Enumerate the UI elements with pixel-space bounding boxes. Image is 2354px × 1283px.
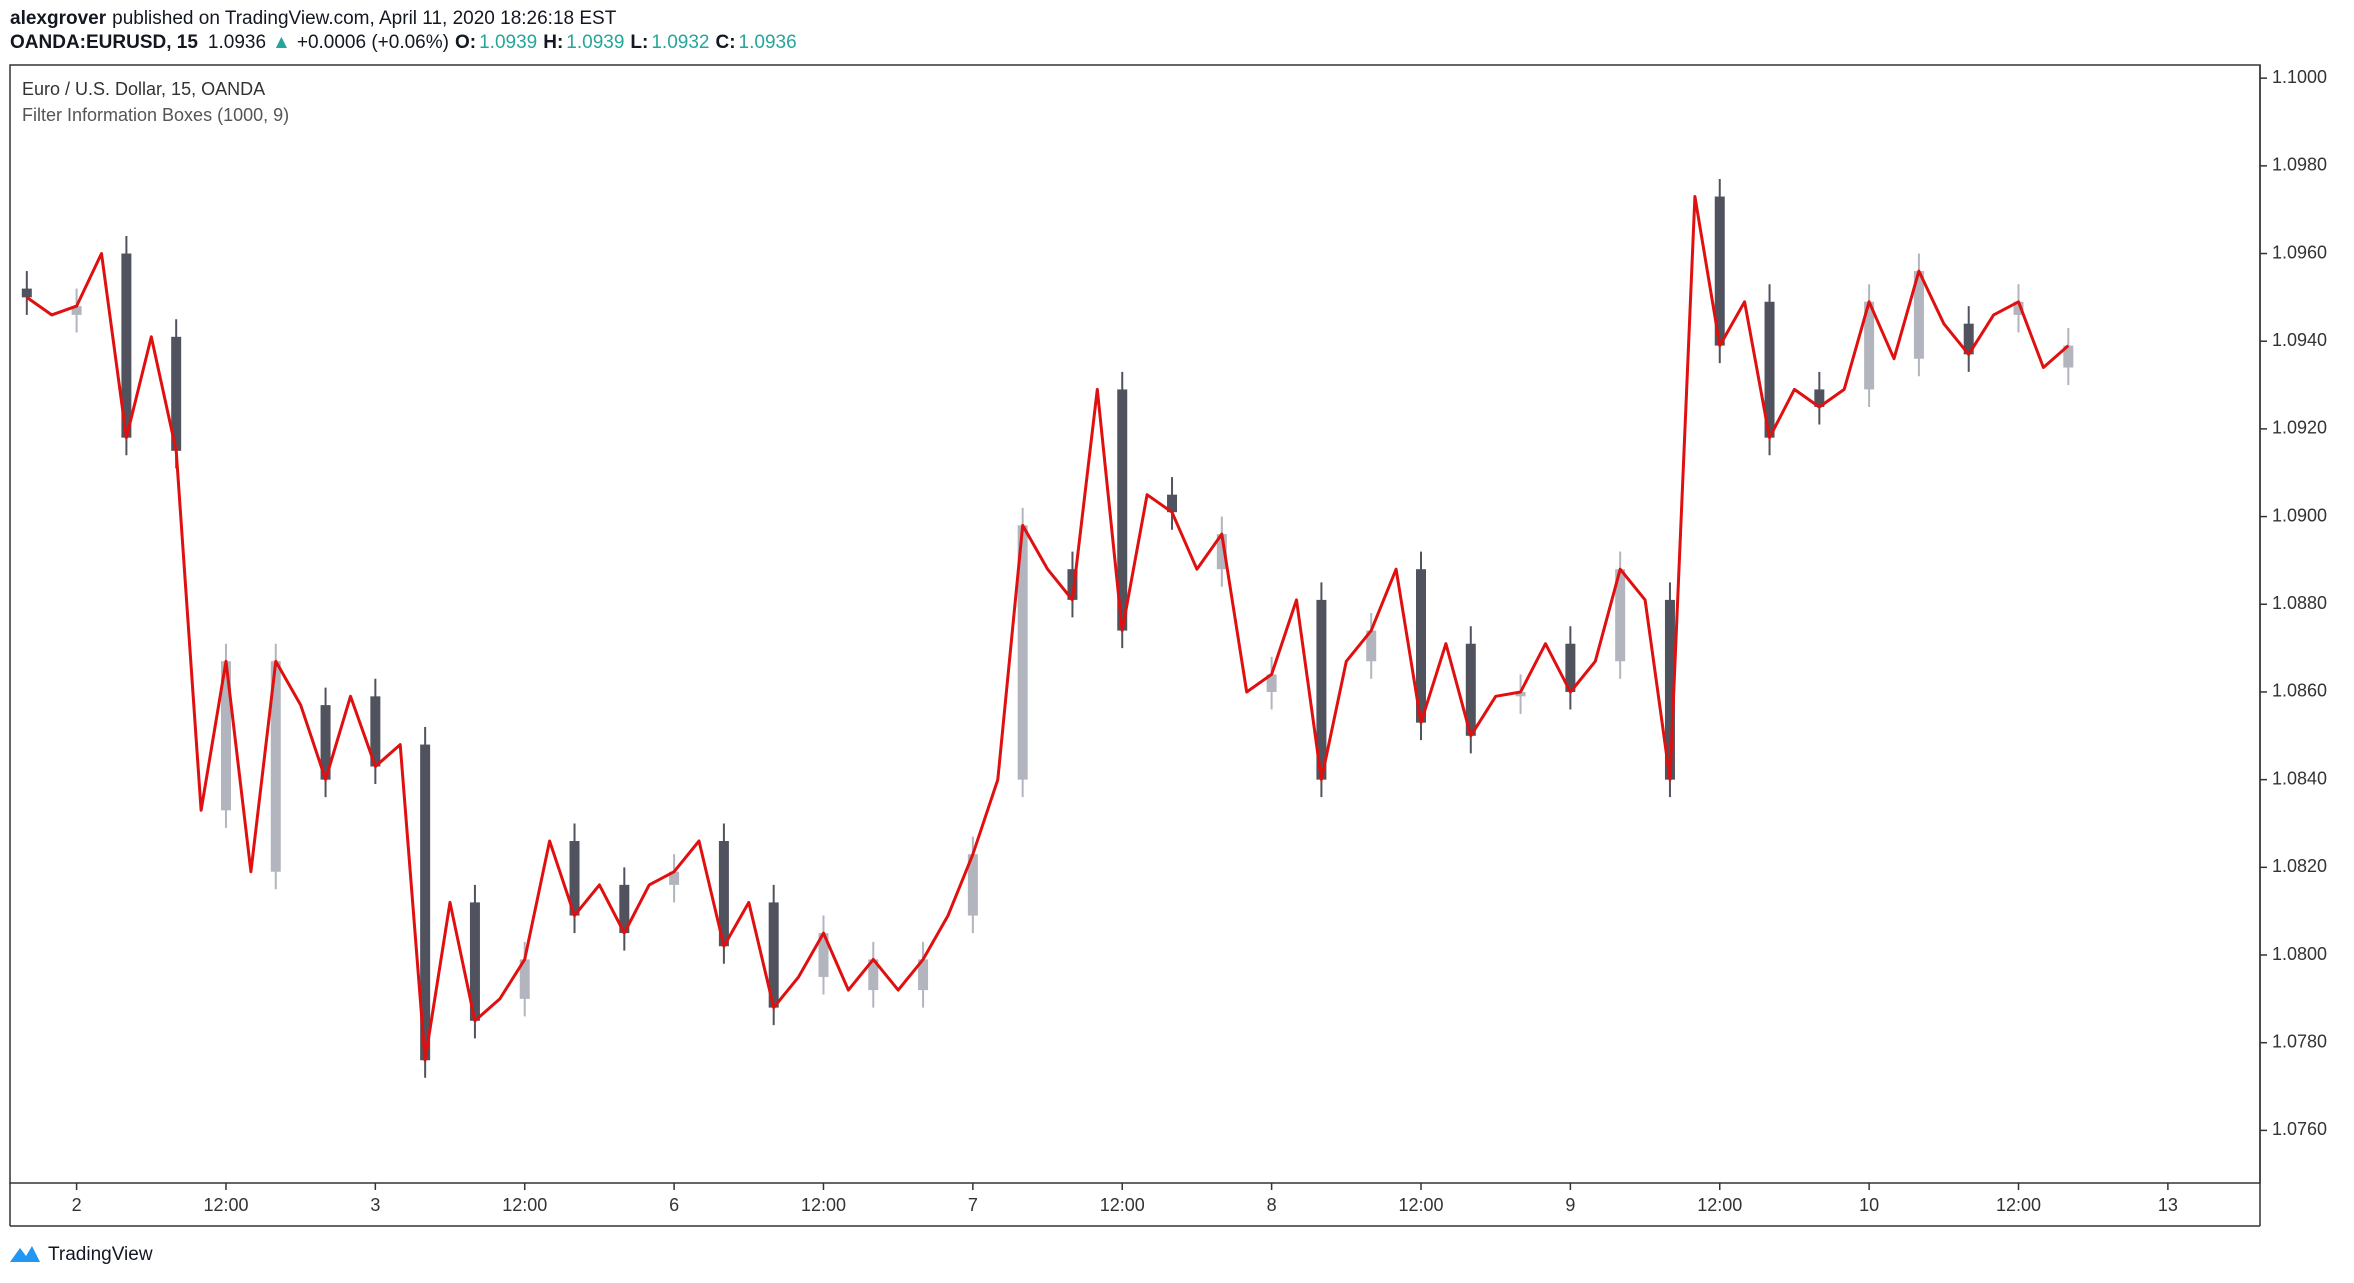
x-tick-label: 6 (669, 1195, 679, 1215)
ohlc-label: H: (543, 32, 563, 53)
candle-body (320, 705, 331, 780)
candle-body (420, 744, 431, 1061)
publisher: alexgrover (10, 8, 107, 29)
x-tick-label: 12:00 (801, 1195, 846, 1215)
candle-body (1266, 674, 1277, 692)
candle-body (619, 884, 630, 934)
candle-body (270, 661, 281, 872)
candle-body (121, 253, 132, 438)
y-tick-label: 1.0860 (2272, 681, 2327, 701)
candle-body (718, 841, 729, 947)
candle-body (1615, 569, 1626, 662)
ohlc-value: 1.0932 (651, 32, 709, 53)
candle-body (1913, 271, 1924, 359)
candle-body (21, 288, 32, 298)
x-tick-label: 7 (968, 1195, 978, 1215)
x-tick-label: 9 (1565, 1195, 1575, 1215)
candle-body (1714, 196, 1725, 346)
candle-body (71, 306, 82, 315)
ohlc-label: C: (715, 32, 735, 53)
x-tick-label: 3 (370, 1195, 380, 1215)
y-tick-label: 1.0900 (2272, 505, 2327, 525)
y-tick-label: 1.0880 (2272, 593, 2327, 613)
x-tick-label: 12:00 (203, 1195, 248, 1215)
candle-body (1366, 630, 1377, 662)
candle-body (1067, 569, 1078, 600)
change-arrow: ▲ (272, 32, 291, 53)
logo-icon (10, 1246, 40, 1262)
ohlc-value: 1.0939 (479, 32, 537, 53)
x-tick-label: 12:00 (1398, 1195, 1443, 1215)
candle-body (519, 959, 530, 999)
candle-body (1963, 323, 1974, 355)
candle-body (220, 661, 231, 811)
candle-body (768, 902, 779, 1008)
published: published on TradingView.com, April 11, … (112, 8, 617, 29)
publish-line: alexgrover published on TradingView.com, … (10, 8, 617, 29)
indicator-name: Filter Information Boxes (1000, 9) (22, 105, 289, 125)
candle-body (1864, 301, 1875, 390)
change: +0.0006 (+0.06%) (297, 32, 449, 53)
plot-frame (9, 64, 2261, 1184)
candle-body (1316, 599, 1327, 780)
y-tick-label: 1.0800 (2272, 944, 2327, 964)
x-tick-label: 13 (2158, 1195, 2178, 1215)
y-tick-label: 1.0780 (2272, 1031, 2327, 1051)
candle-body (1117, 389, 1128, 631)
candle-body (1515, 691, 1526, 697)
candle-body (1814, 389, 1825, 407)
candle-body (1167, 494, 1178, 513)
y-tick-label: 1.1000 (2272, 67, 2327, 87)
y-tick-label: 1.0920 (2272, 418, 2327, 438)
y-tick-label: 1.0960 (2272, 242, 2327, 262)
y-tick-label: 1.0980 (2272, 155, 2327, 175)
y-tick-label: 1.0840 (2272, 768, 2327, 788)
ohlc-value: 1.0936 (739, 32, 797, 53)
candle-body (967, 854, 978, 916)
candle-body (1565, 643, 1576, 692)
x-tick-label: 12:00 (1100, 1195, 1145, 1215)
symbol: OANDA:EURUSD, 15 (10, 32, 198, 53)
chart-title: Euro / U.S. Dollar, 15, OANDA (22, 79, 265, 99)
x-tick-label: 10 (1859, 1195, 1879, 1215)
candle-body (1664, 599, 1675, 780)
candle-body (370, 696, 381, 767)
quote-line: OANDA:EURUSD, 15 1.0936 ▲ +0.0006 (+0.06%) O… (10, 32, 797, 53)
candle-body (1465, 643, 1476, 736)
y-tick-label: 1.0820 (2272, 856, 2327, 876)
candle-body (669, 871, 680, 885)
ohlc-label: L: (630, 32, 648, 53)
y-tick-label: 1.0760 (2272, 1119, 2327, 1139)
candle-body (2013, 301, 2024, 315)
candle-body (2063, 345, 2074, 368)
x-tick-label: 8 (1267, 1195, 1277, 1215)
ohlc-value: 1.0939 (566, 32, 624, 53)
candle-body (469, 902, 480, 1021)
ohlc-label: O: (455, 32, 476, 53)
footer-logo: TradingView (10, 1244, 153, 1265)
candle-body (1017, 525, 1028, 780)
x-tick-label: 2 (72, 1195, 82, 1215)
x-tick-label: 12:00 (1996, 1195, 2041, 1215)
candle-body (1415, 569, 1426, 723)
candle-body (1216, 534, 1227, 570)
candle-body (569, 841, 580, 916)
candle-body (868, 959, 879, 991)
candle-body (818, 933, 829, 977)
candle-body (1764, 301, 1775, 438)
y-tick-label: 1.0940 (2272, 330, 2327, 350)
last-price: 1.0936 (208, 32, 266, 53)
candle-body (171, 336, 182, 451)
footer-brand: TradingView (48, 1244, 153, 1265)
candle-body (918, 959, 929, 991)
filter-line (25, 195, 2070, 1062)
x-tick-label: 12:00 (502, 1195, 547, 1215)
x-tick-label: 12:00 (1697, 1195, 1742, 1215)
